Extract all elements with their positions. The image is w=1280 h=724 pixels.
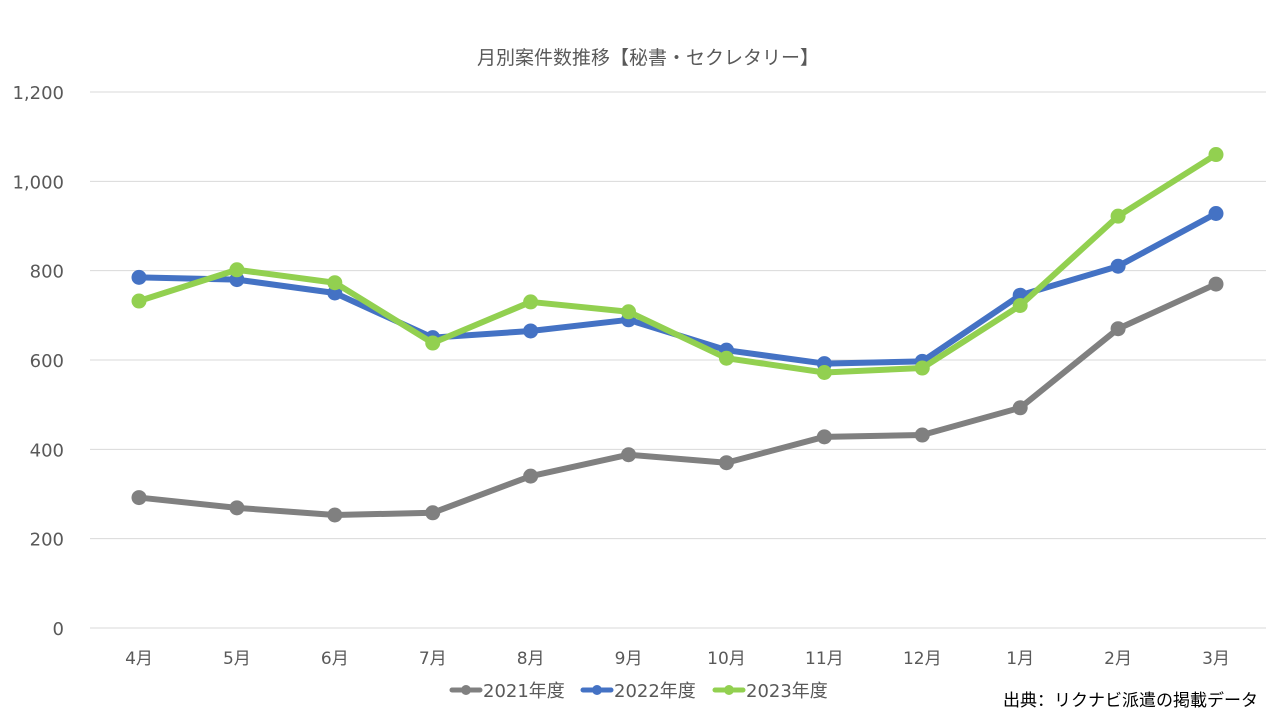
series-3 — [131, 147, 1224, 381]
series-line — [136, 151, 1219, 376]
data-point — [718, 455, 734, 471]
legend-item: 2023年度 — [712, 681, 828, 702]
y-tick-label: 1,000 — [12, 172, 64, 193]
y-tick-label: 1,200 — [12, 83, 64, 104]
x-axis-tick-labels: 4月 5月 6月 7月 8月 9月 10月 11月 12月 1月 2月 3月 — [125, 649, 1230, 669]
source-note: 出典：リクナビ派遣の掲載データ — [1003, 691, 1258, 711]
legend-item: 2021年度 — [449, 681, 565, 702]
data-point — [914, 360, 930, 376]
y-tick-label: 600 — [30, 351, 64, 372]
data-point — [1012, 400, 1028, 416]
data-point — [816, 365, 832, 381]
data-point — [1208, 147, 1224, 163]
x-tick-label: 1月 — [1006, 649, 1034, 669]
x-tick-label: 7月 — [419, 649, 447, 669]
data-point — [131, 293, 147, 309]
data-point — [914, 427, 930, 443]
data-point — [131, 269, 147, 285]
data-point — [1110, 258, 1126, 274]
series-1 — [131, 276, 1224, 523]
y-axis-tick-labels: 0 200 400 600 800 1,000 1,200 — [12, 83, 64, 640]
x-tick-label: 6月 — [321, 649, 349, 669]
y-tick-label: 200 — [30, 530, 64, 551]
data-point — [523, 468, 539, 484]
gridlines — [90, 91, 1266, 629]
data-point — [621, 447, 637, 463]
x-tick-label: 9月 — [615, 649, 643, 669]
y-tick-label: 0 — [53, 619, 64, 640]
data-point — [523, 323, 539, 339]
chart-title: 月別案件数推移【秘書・セクレタリー】 — [477, 47, 819, 69]
data-point — [229, 500, 245, 516]
data-point — [816, 429, 832, 445]
data-point — [327, 285, 343, 301]
x-tick-label: 12月 — [903, 649, 942, 669]
series-line — [136, 281, 1219, 518]
x-tick-label: 10月 — [707, 649, 746, 669]
legend-label: 2023年度 — [746, 681, 828, 702]
legend-label: 2022年度 — [614, 681, 696, 702]
x-tick-label: 4月 — [125, 649, 153, 669]
y-tick-label: 800 — [30, 262, 64, 283]
series-2 — [131, 205, 1224, 372]
data-point — [425, 335, 441, 351]
series-line — [136, 210, 1219, 367]
legend-swatch-marker — [461, 685, 471, 695]
x-tick-label: 8月 — [517, 649, 545, 669]
data-point — [327, 275, 343, 291]
x-tick-label: 5月 — [223, 649, 251, 669]
data-point — [621, 304, 637, 320]
legend-swatch-marker — [592, 685, 602, 695]
y-tick-label: 400 — [30, 440, 64, 461]
series-group — [131, 147, 1224, 523]
legend-label: 2021年度 — [483, 681, 565, 702]
legend-swatch-marker — [724, 685, 734, 695]
data-point — [131, 490, 147, 506]
data-point — [229, 262, 245, 278]
data-point — [327, 507, 343, 523]
legend-item: 2022年度 — [580, 681, 696, 702]
data-point — [425, 505, 441, 521]
data-point — [1110, 208, 1126, 224]
data-point — [718, 350, 734, 366]
x-tick-label: 3月 — [1202, 649, 1230, 669]
x-tick-label: 11月 — [805, 649, 844, 669]
legend: 2021年度 2022年度 2023年度 — [449, 681, 828, 702]
x-tick-label: 2月 — [1104, 649, 1132, 669]
data-point — [1208, 205, 1224, 221]
data-point — [523, 294, 539, 310]
data-point — [1208, 276, 1224, 292]
data-point — [1110, 321, 1126, 337]
data-point — [1012, 298, 1028, 314]
